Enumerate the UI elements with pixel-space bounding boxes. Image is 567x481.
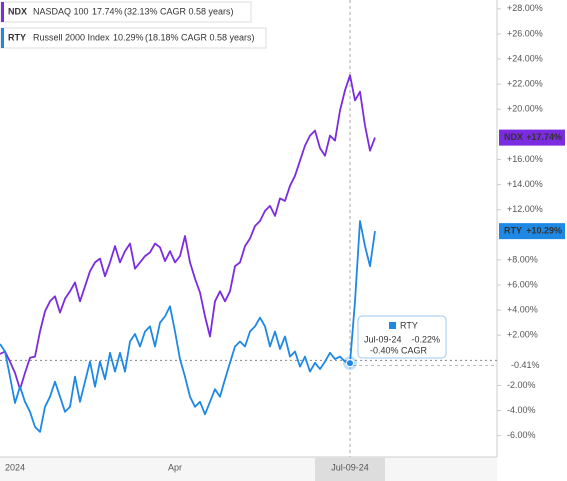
y-tick-label: +16.00% (507, 154, 543, 164)
y-tick-label: +4.00% (507, 304, 538, 314)
reference-badge (499, 358, 565, 373)
end-badge-value: +17.74% (526, 132, 562, 142)
tooltip-value: -0.22% (411, 334, 440, 344)
y-tick-label: +8.00% (507, 254, 538, 264)
series-line (0, 220, 376, 433)
end-badge-value: +10.29% (526, 226, 562, 236)
y-tick-label: +28.00% (507, 3, 543, 13)
y-tick-label: +22.00% (507, 78, 543, 88)
y-tick-label: +6.00% (507, 279, 538, 289)
end-badge-name: RTY (504, 226, 522, 236)
legend-name: Russell 2000 Index (33, 32, 110, 42)
tooltip-cagr: -0.40% CAGR (370, 345, 428, 355)
end-badge (499, 223, 565, 240)
x-axis-band (0, 457, 497, 481)
y-tick-label: +24.00% (507, 53, 543, 63)
legend-change: 10.29% (113, 32, 144, 42)
legend: NDX NASDAQ 100 17.74% (32.13% CAGR 0.58 … (0, 1, 267, 49)
y-tick-label: -4.00% (507, 405, 536, 415)
y-tick-label: +26.00% (507, 28, 543, 38)
end-badge (499, 129, 565, 146)
end-badge-name: NDX (504, 132, 523, 142)
y-tick-label: +2.00% (507, 330, 538, 340)
x-highlight (315, 458, 385, 481)
series-line (0, 74, 376, 391)
tooltip-date: Jul-09-24 (364, 334, 402, 344)
x-tick-label: Jul-09-24 (331, 462, 369, 472)
legend-change: 17.74% (92, 6, 123, 16)
x-tick-label: 2024 (5, 462, 25, 472)
tooltip-box (357, 315, 447, 359)
legend-detail: (18.18% CAGR 0.58 years) (145, 32, 255, 42)
x-tick-label: Apr (168, 462, 182, 472)
y-tick-label: +14.00% (507, 179, 543, 189)
plot (0, 0, 497, 457)
legend-swatch (1, 28, 4, 48)
y-tick-label: +12.00% (507, 204, 543, 214)
legend-detail: (32.13% CAGR 0.58 years) (124, 6, 234, 16)
tooltip-swatch (389, 322, 396, 329)
y-tick-label: -6.00% (507, 430, 536, 440)
legend-swatch (1, 2, 4, 22)
y-tick-label: -2.00% (507, 380, 536, 390)
reference-label: -0.41% (511, 360, 540, 370)
y-tick-label: +20.00% (507, 104, 543, 114)
legend-symbol: RTY (8, 32, 26, 42)
hover-point (346, 359, 354, 368)
legend-name: NASDAQ 100 (33, 6, 89, 16)
tooltip: RTY Jul-09-24 -0.22% -0.40% CAGR (357, 315, 447, 359)
legend-symbol: NDX (8, 6, 27, 16)
tooltip-name: RTY (400, 320, 418, 330)
